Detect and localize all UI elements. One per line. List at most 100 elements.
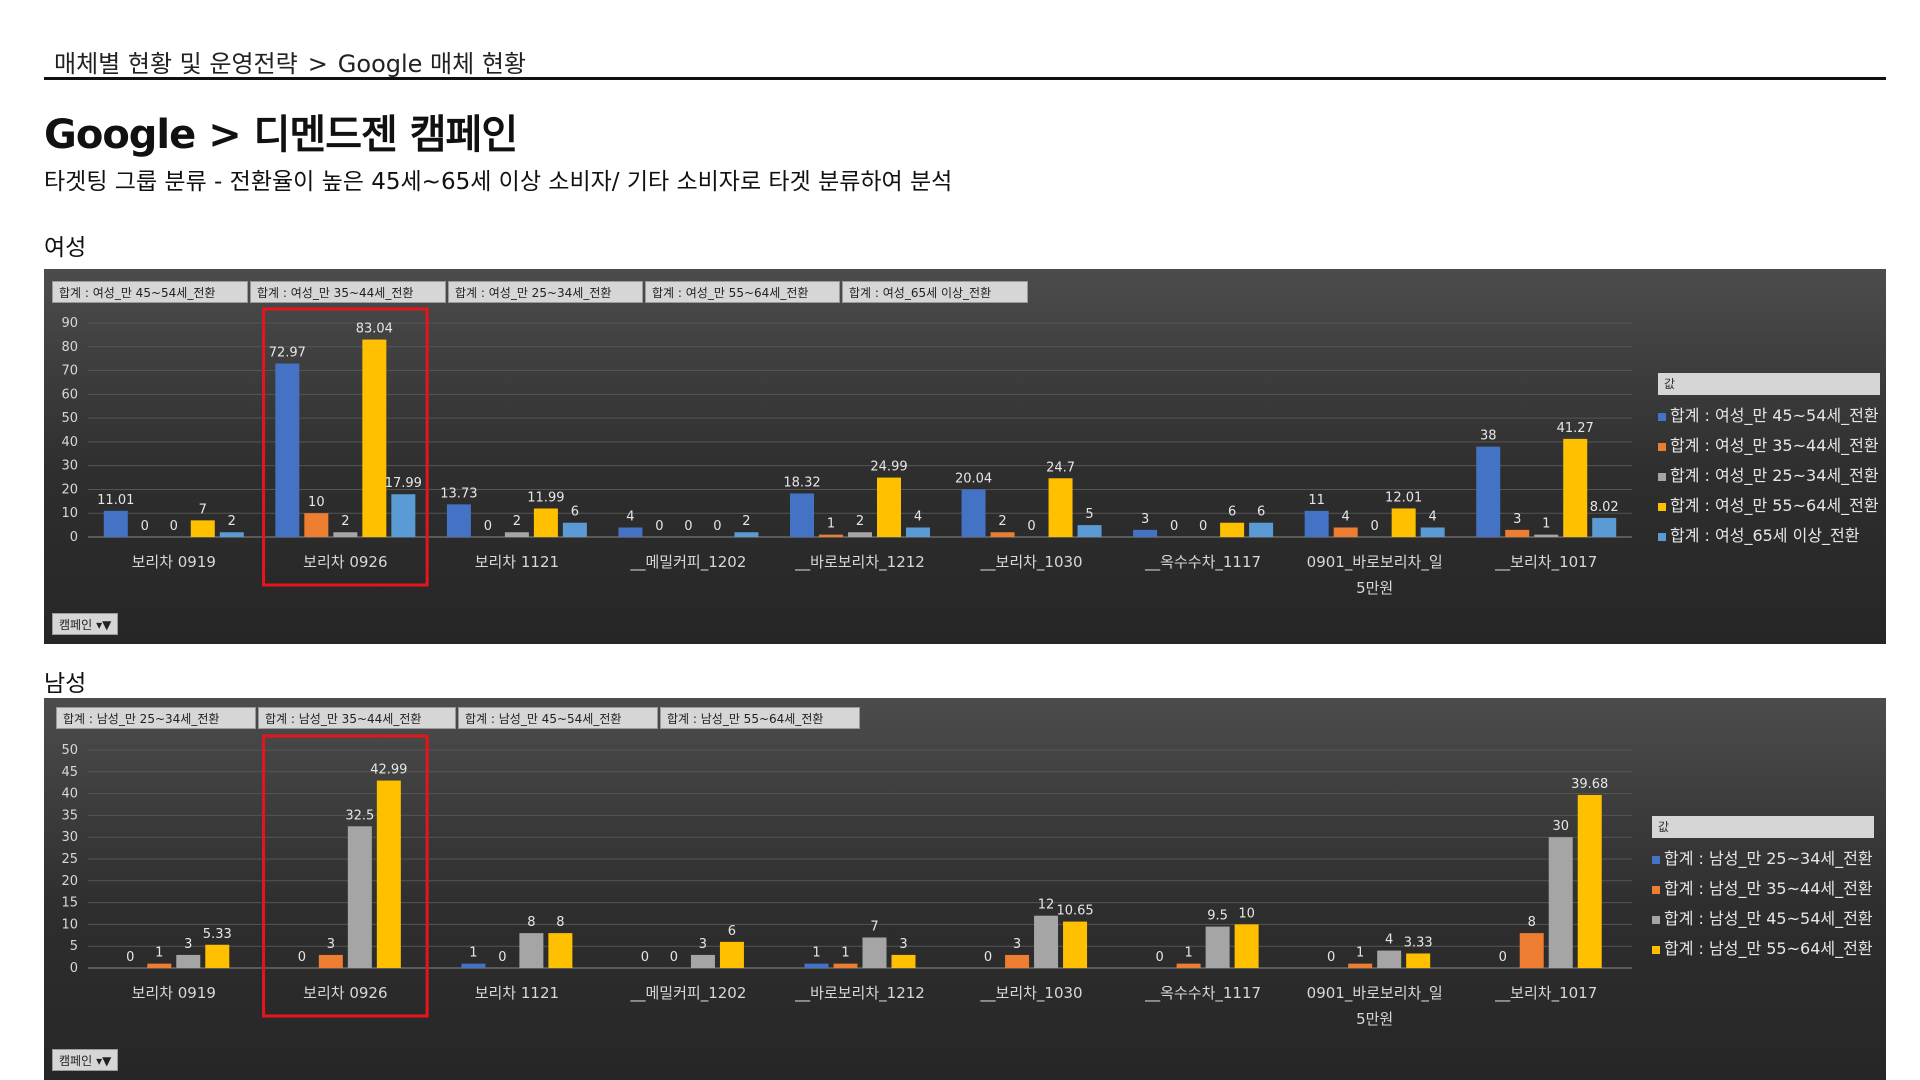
- section-label-female: 여성: [44, 235, 87, 261]
- legend-item[interactable]: 합계 : 남성_만 25~34세_전환: [1652, 844, 1874, 874]
- female-conversion-chart: 0 10 20 30 40 50 60 70 80 90 11.01 0 0 7 2 보리차 0919 72.9…: [44, 269, 1886, 644]
- y-tick-label: 50: [61, 743, 78, 758]
- bar[interactable]: [618, 527, 643, 537]
- data-label: 83.04: [356, 322, 393, 337]
- bar[interactable]: [548, 933, 573, 968]
- bar[interactable]: [1205, 926, 1230, 968]
- bar[interactable]: [1048, 478, 1073, 537]
- bar[interactable]: [533, 508, 558, 537]
- bar[interactable]: [446, 504, 471, 537]
- campaign-filter-button[interactable]: 캠페인 ▾▼: [52, 1049, 119, 1071]
- breadcrumb-page[interactable]: Google 매체 현황: [337, 50, 527, 78]
- bar[interactable]: [391, 494, 416, 537]
- bar[interactable]: [1391, 508, 1416, 537]
- series-field-button[interactable]: 합계 : 여성_만 55~64세_전환: [645, 281, 840, 303]
- bar[interactable]: [906, 527, 930, 537]
- bar[interactable]: [1476, 446, 1501, 537]
- data-label: 11: [1308, 493, 1325, 508]
- data-label: 10: [1238, 906, 1255, 921]
- bar[interactable]: [275, 363, 300, 537]
- legend-item[interactable]: 합계 : 남성_만 55~64세_전환: [1652, 934, 1874, 964]
- series-field-button[interactable]: 합계 : 남성_만 25~34세_전환: [56, 707, 256, 729]
- legend-item[interactable]: 합계 : 여성_만 45~54세_전환: [1658, 401, 1880, 431]
- bar[interactable]: [176, 954, 201, 968]
- bar[interactable]: [1077, 525, 1102, 537]
- data-label: 3.33: [1404, 935, 1433, 950]
- bar[interactable]: [347, 826, 372, 968]
- legend-header[interactable]: 값: [1652, 816, 1874, 838]
- bar[interactable]: [376, 780, 401, 968]
- bar[interactable]: [205, 944, 230, 968]
- bar[interactable]: [1234, 924, 1259, 968]
- bar[interactable]: [304, 513, 329, 537]
- bar[interactable]: [819, 534, 843, 537]
- bar[interactable]: [848, 532, 872, 537]
- breadcrumb-section[interactable]: 매체별 현황 및 운영전략: [54, 50, 298, 78]
- bar[interactable]: [1406, 953, 1431, 968]
- legend-item[interactable]: 합계 : 남성_만 45~54세_전환: [1652, 904, 1874, 934]
- bar[interactable]: [1534, 534, 1559, 537]
- y-tick-label: 0: [70, 530, 78, 545]
- bar[interactable]: [562, 522, 587, 537]
- bar[interactable]: [362, 339, 387, 537]
- legend-item[interactable]: 합계 : 여성_만 55~64세_전환: [1658, 491, 1880, 521]
- series-field-button[interactable]: 합계 : 남성_만 35~44세_전환: [258, 707, 456, 729]
- bar[interactable]: [461, 963, 486, 968]
- bar[interactable]: [734, 532, 759, 537]
- bar[interactable]: [690, 954, 715, 968]
- series-field-button[interactable]: 합계 : 여성_만 45~54세_전환: [52, 281, 248, 303]
- bar[interactable]: [318, 954, 343, 968]
- bar[interactable]: [833, 963, 858, 968]
- bar[interactable]: [1063, 921, 1088, 968]
- bar[interactable]: [1220, 522, 1245, 537]
- bar[interactable]: [1592, 517, 1617, 537]
- bar[interactable]: [519, 933, 544, 968]
- y-tick-label: 70: [61, 364, 78, 379]
- x-tick-label: 보리차 0926: [303, 984, 387, 1002]
- bar[interactable]: [1519, 933, 1544, 968]
- bar[interactable]: [1005, 954, 1030, 968]
- bar[interactable]: [1505, 529, 1530, 537]
- data-label: 1: [841, 946, 849, 961]
- bar[interactable]: [719, 941, 744, 968]
- legend-header[interactable]: 값: [1658, 373, 1880, 395]
- bar[interactable]: [1348, 963, 1373, 968]
- bar[interactable]: [1034, 915, 1059, 968]
- bar[interactable]: [961, 489, 986, 537]
- bar[interactable]: [1548, 837, 1573, 968]
- bar[interactable]: [103, 510, 128, 537]
- legend-label: 합계 : 여성_만 25~34세_전환: [1670, 466, 1879, 485]
- series-field-button[interactable]: 합계 : 여성_65세 이상_전환: [842, 281, 1028, 303]
- bar[interactable]: [1377, 950, 1402, 968]
- bar[interactable]: [190, 520, 215, 537]
- series-field-button[interactable]: 합계 : 여성_만 25~34세_전환: [448, 281, 643, 303]
- bar[interactable]: [1133, 529, 1158, 537]
- bar[interactable]: [877, 477, 901, 537]
- legend-item[interactable]: 합계 : 여성_65세 이상_전환: [1658, 521, 1880, 551]
- bar[interactable]: [219, 532, 244, 537]
- bar[interactable]: [862, 937, 887, 968]
- bar[interactable]: [804, 963, 829, 968]
- series-field-button[interactable]: 합계 : 남성_만 55~64세_전환: [660, 707, 860, 729]
- legend-item[interactable]: 합계 : 여성_만 25~34세_전환: [1658, 461, 1880, 491]
- legend-item[interactable]: 합계 : 여성_만 35~44세_전환: [1658, 431, 1880, 461]
- bar[interactable]: [504, 532, 529, 537]
- bar[interactable]: [1176, 963, 1201, 968]
- legend-item[interactable]: 합계 : 남성_만 35~44세_전환: [1652, 874, 1874, 904]
- data-label: 9.5: [1207, 909, 1228, 924]
- legend-label: 합계 : 여성_65세 이상_전환: [1670, 526, 1860, 545]
- bar[interactable]: [147, 963, 172, 968]
- bar[interactable]: [1420, 527, 1445, 537]
- bar[interactable]: [891, 954, 916, 968]
- bar[interactable]: [1577, 794, 1602, 968]
- bar[interactable]: [1563, 438, 1588, 537]
- series-field-button[interactable]: 합계 : 남성_만 45~54세_전환: [458, 707, 658, 729]
- bar[interactable]: [990, 532, 1015, 537]
- bar[interactable]: [1249, 522, 1274, 537]
- bar[interactable]: [1304, 510, 1329, 537]
- campaign-filter-button[interactable]: 캠페인 ▾▼: [52, 613, 119, 635]
- bar[interactable]: [790, 493, 814, 537]
- series-field-button[interactable]: 합계 : 여성_만 35~44세_전환: [250, 281, 446, 303]
- bar[interactable]: [333, 532, 358, 537]
- bar[interactable]: [1333, 527, 1358, 537]
